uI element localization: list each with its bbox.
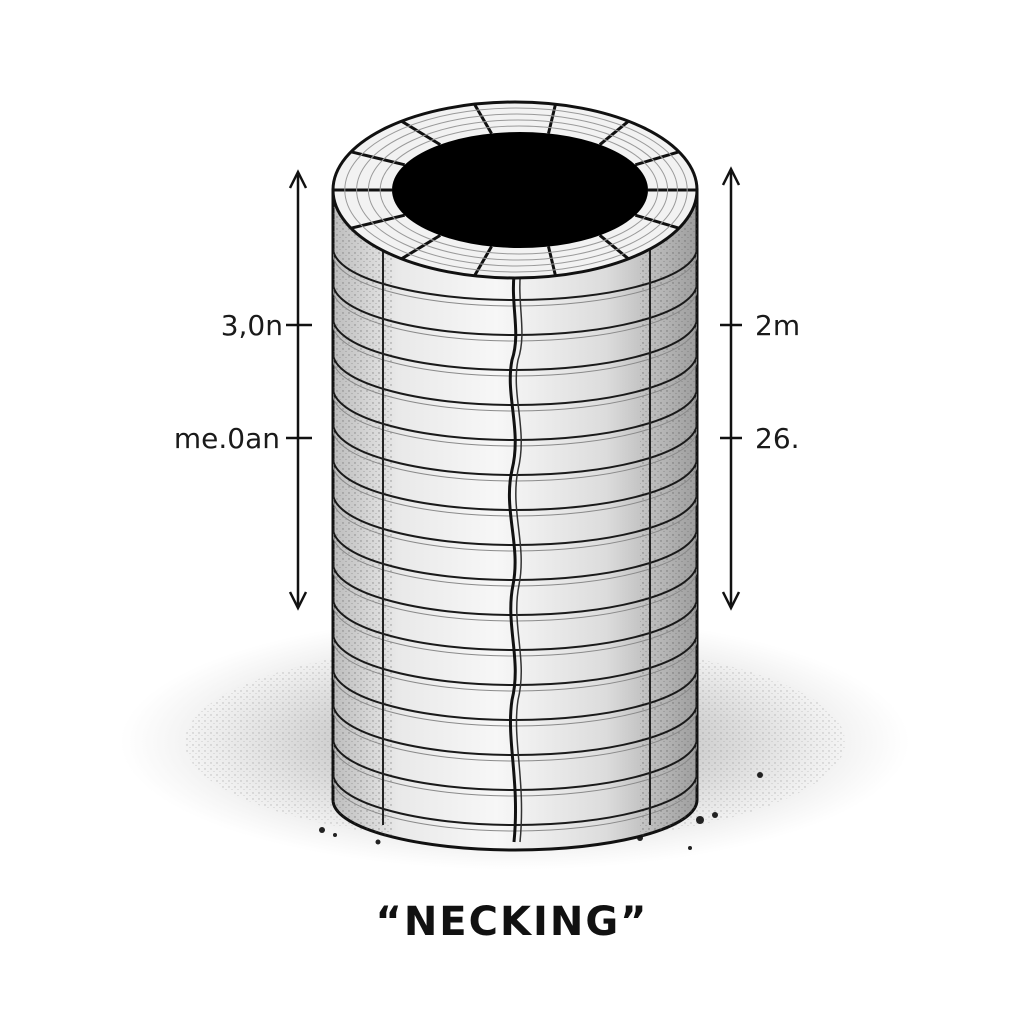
rim-segment-divider <box>350 213 406 230</box>
cylinder-body <box>331 188 699 852</box>
rim-segment-divider <box>598 120 630 146</box>
left-label-upper: 3,0n <box>221 309 283 342</box>
caption: “NECKING” <box>376 899 649 945</box>
cylinder-hole <box>392 132 648 248</box>
rim-segment-divider <box>634 213 680 230</box>
ring-seam-line <box>333 352 697 406</box>
rim-segments <box>333 103 697 277</box>
ring-seam-line <box>333 702 697 756</box>
segment-joints <box>382 235 651 825</box>
rim-texture-line <box>379 125 659 255</box>
rim-texture-line <box>356 113 678 267</box>
debris-dots <box>319 772 763 850</box>
necking-seam <box>507 261 518 843</box>
ring-seam-highlight <box>333 323 697 377</box>
rim-segment-divider <box>634 150 680 167</box>
ring-seam-highlight <box>333 568 697 622</box>
rim-segment-divider <box>547 246 557 277</box>
ring-seam-line <box>333 422 697 476</box>
rim-segment-divider <box>473 245 493 277</box>
rim-segment-divider <box>400 119 441 146</box>
ring-seam-line <box>333 317 697 371</box>
ring-seam-line <box>333 562 697 616</box>
ring-seam-highlight <box>333 428 697 482</box>
left-dimension-arrow <box>286 169 312 611</box>
rim-segment-divider <box>350 150 406 167</box>
ring-seam-line <box>333 457 697 511</box>
rim-segment-divider <box>400 234 441 261</box>
ring-seam-highlight <box>333 463 697 517</box>
right-label-upper: 2m <box>755 309 800 342</box>
ring-seam-line <box>333 667 697 721</box>
rim-segment-divider <box>547 103 557 134</box>
rim-texture-line <box>367 119 669 261</box>
ring-seam-highlight <box>333 708 697 762</box>
cylinder-top-rim <box>331 100 699 280</box>
ring-seam-highlight <box>333 533 697 587</box>
ring-seam-highlight <box>333 673 697 727</box>
right-dimension-arrow <box>720 166 742 611</box>
rim-segment-divider <box>473 103 493 135</box>
right-label-lower: 26. <box>755 422 800 455</box>
rim-texture-line <box>344 107 688 273</box>
rim-segment-divider <box>598 234 630 260</box>
left-label-lower: me.0an <box>174 422 280 455</box>
ring-seams <box>333 247 697 850</box>
ring-seam-highlight <box>333 358 697 412</box>
